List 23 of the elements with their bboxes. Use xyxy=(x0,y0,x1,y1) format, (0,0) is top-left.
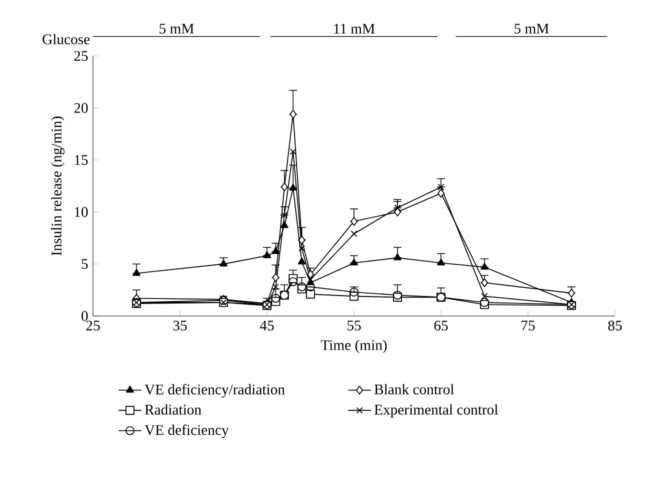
x-tick-label: 45 xyxy=(260,320,274,330)
legend-label: VE deficiency xyxy=(144,424,229,438)
y-tick-label: 5 xyxy=(82,259,88,269)
legend-label: Blank control xyxy=(374,384,454,394)
y-tick-label: 0 xyxy=(82,311,88,321)
text: 11 mM xyxy=(334,24,375,34)
legend-label: VE deficiency/radiation xyxy=(144,384,285,398)
x-axis-title: Time (min) xyxy=(320,340,387,354)
x-tick-label: 65 xyxy=(434,320,448,331)
y-tick-label: 20 xyxy=(74,103,88,113)
text: Glucose xyxy=(42,34,90,44)
x-tick-label: 85 xyxy=(608,320,622,331)
y-tick-label: 15 xyxy=(74,155,88,165)
y-tick-label: 25 xyxy=(74,51,88,61)
legend-label: Experimental control xyxy=(374,404,498,418)
x-tick-label: 55 xyxy=(348,320,361,330)
text: 5 mM xyxy=(160,24,194,34)
x-tick-label: 35 xyxy=(173,320,187,331)
y-axis-title: Insulin release (ng/min) xyxy=(51,116,64,256)
y-tick-label: 10 xyxy=(74,207,88,217)
x-tick-label: 75 xyxy=(522,320,535,330)
text: 5 mM xyxy=(514,24,549,34)
legend-label: Radiation xyxy=(144,404,202,415)
